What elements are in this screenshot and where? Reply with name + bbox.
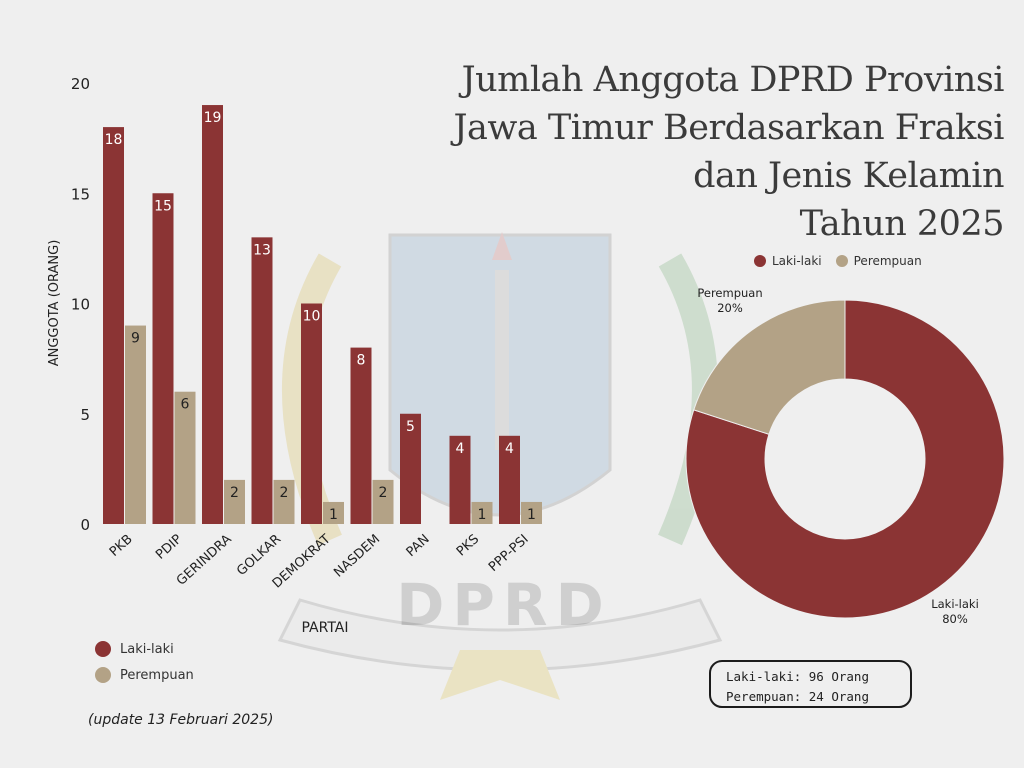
donut-legend-label-laki: Laki-laki <box>772 254 822 268</box>
bar-legend: Laki-laki Perempuan <box>95 636 194 688</box>
donut-legend-item-laki: Laki-laki <box>754 254 822 268</box>
summary-perempuan: Perempuan: 24 Orang <box>726 689 869 704</box>
data-label-perempuan-pdip: 6 <box>181 397 190 413</box>
data-label-laki-ppp-psi: 4 <box>505 441 514 457</box>
legend-item-laki: Laki-laki <box>95 636 194 662</box>
watermark-text: DPRD <box>396 571 611 639</box>
y-tick-label-0: 0 <box>80 516 90 534</box>
donut-slice-laki <box>685 299 1005 619</box>
data-label-laki-pan: 5 <box>406 419 415 435</box>
summary-box: Laki-laki: 96 Orang Perempuan: 24 Orang <box>709 660 912 708</box>
bar-laki-nasdem <box>350 347 372 524</box>
data-label-laki-nasdem: 8 <box>357 353 366 369</box>
donut-label-laki: Laki-laki <box>931 597 979 611</box>
donut-legend-item-perempuan: Perempuan <box>835 254 922 268</box>
bar-laki-pks <box>449 435 471 524</box>
data-label-laki-gerindra: 19 <box>204 110 222 126</box>
y-tick-label-2: 10 <box>71 296 90 314</box>
legend-swatch-perempuan <box>95 667 111 683</box>
donut-percent-perempuan: 20% <box>717 301 743 315</box>
donut-legend: Laki-laki Perempuan <box>754 254 936 268</box>
bar-perempuan-pdip <box>174 391 196 524</box>
data-label-laki-pks: 4 <box>456 441 465 457</box>
bar-laki-demokrat <box>301 303 322 524</box>
bar-perempuan-golkar <box>273 479 295 524</box>
title-line-4: Tahun 2025 <box>799 204 1005 244</box>
data-label-perempuan-demokrat: 1 <box>329 507 338 523</box>
bar-perempuan-gerindra <box>224 479 245 524</box>
data-label-perempuan-nasdem: 2 <box>379 485 388 501</box>
bar-laki-pdip <box>152 193 174 524</box>
donut-legend-swatch-laki <box>754 255 766 267</box>
donut-label-perempuan: Perempuan <box>697 286 762 300</box>
data-label-laki-demokrat: 10 <box>303 309 321 325</box>
bar-laki-pkb <box>103 127 124 524</box>
data-label-perempuan-gerindra: 2 <box>230 485 239 501</box>
bar-laki-ppp-psi <box>499 435 520 524</box>
donut-legend-swatch-perempuan <box>835 255 848 267</box>
x-axis-label: PARTAI <box>301 620 348 636</box>
bar-laki-gerindra <box>202 105 223 525</box>
bar-laki-golkar <box>251 237 273 524</box>
y-tick-label-4: 20 <box>71 75 90 93</box>
bar-perempuan-pks <box>471 501 493 524</box>
title-line-2: Jawa Timur Berdasarkan Fraksi <box>453 108 1005 148</box>
title-line-1: Jumlah Anggota DPRD Provinsi <box>461 60 1005 100</box>
data-label-perempuan-golkar: 2 <box>280 485 289 501</box>
donut-percent-laki: 80% <box>942 612 968 626</box>
data-label-laki-golkar: 13 <box>253 242 271 258</box>
legend-item-perempuan: Perempuan <box>95 662 194 688</box>
data-label-perempuan-ppp-psi: 1 <box>527 507 536 523</box>
data-label-perempuan-pkb: 9 <box>131 331 140 347</box>
legend-label-laki: Laki-laki <box>120 641 174 657</box>
title-line-3: dan Jenis Kelamin <box>693 156 1004 196</box>
legend-label-perempuan: Perempuan <box>120 667 194 683</box>
donut-legend-label-perempuan: Perempuan <box>853 254 922 268</box>
donut-slice-perempuan <box>693 299 846 435</box>
y-axis-label: ANGGOTA (ORANG) <box>47 240 62 367</box>
update-note: (update 13 Februari 2025) <box>88 712 274 728</box>
y-tick-label-1: 5 <box>80 406 90 424</box>
bar-laki-pan <box>400 413 421 524</box>
data-label-laki-pdip: 15 <box>154 198 172 214</box>
bar-perempuan-demokrat <box>323 501 344 524</box>
bar-perempuan-pkb <box>125 325 146 524</box>
chart-title: Jumlah Anggota DPRD Provinsi Jawa Timur … <box>444 56 1005 248</box>
bar-perempuan-ppp-psi <box>521 501 542 524</box>
summary-laki: Laki-laki: 96 Orang <box>726 669 869 684</box>
legend-swatch-laki <box>95 641 111 657</box>
y-tick-label-3: 15 <box>71 185 90 203</box>
bar-perempuan-nasdem <box>372 479 394 524</box>
data-label-laki-pkb: 18 <box>105 132 123 148</box>
data-label-perempuan-pks: 1 <box>478 507 487 523</box>
